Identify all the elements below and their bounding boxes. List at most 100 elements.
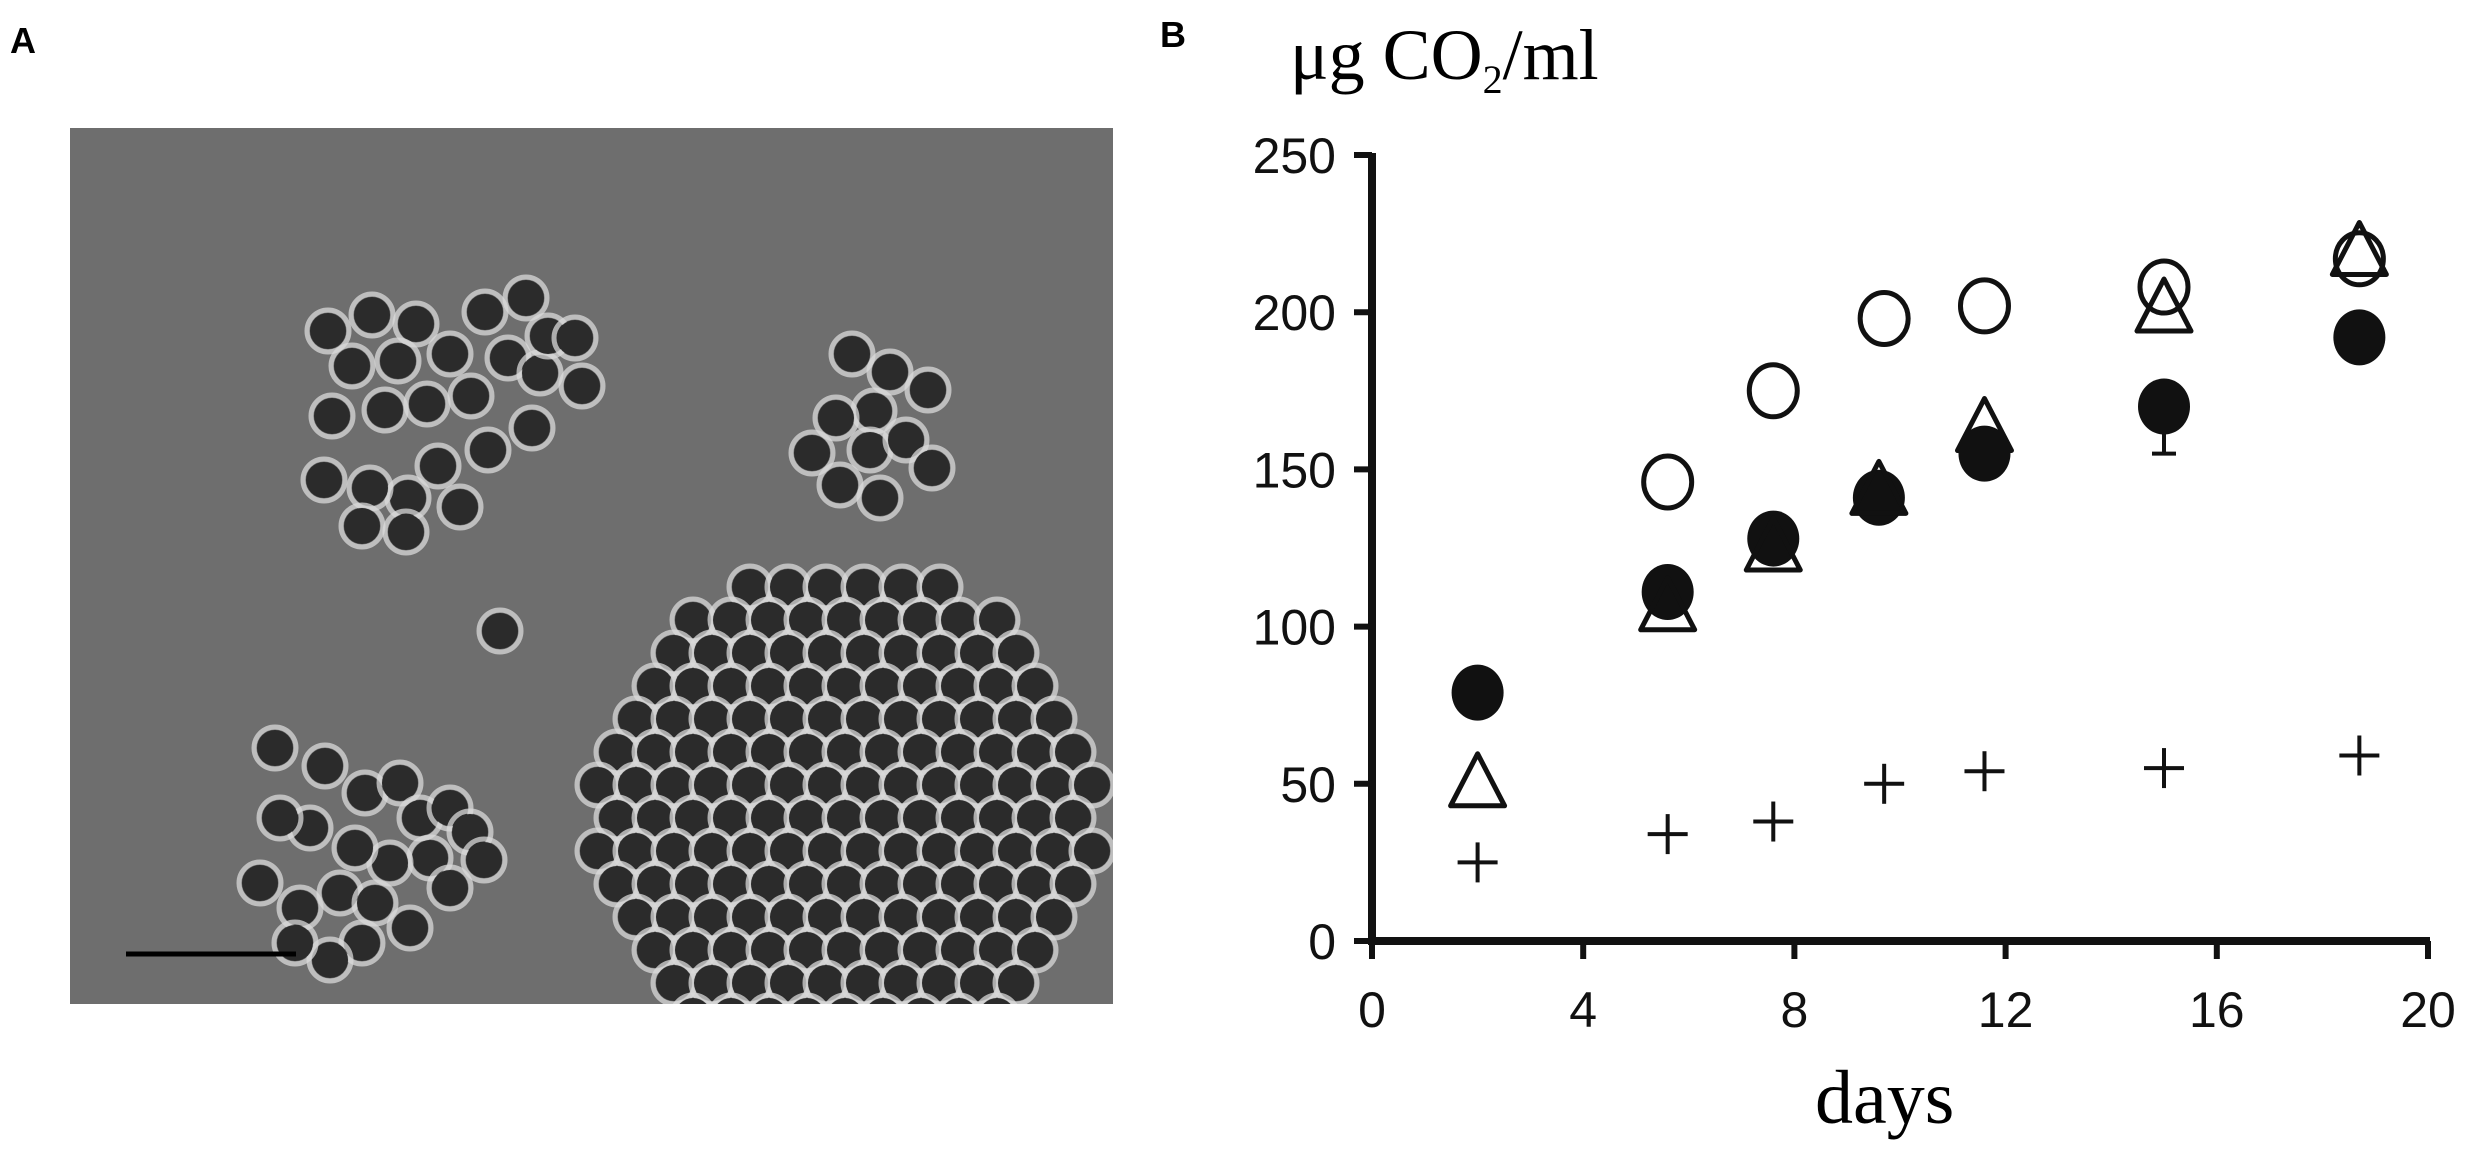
cell xyxy=(732,833,768,869)
cell xyxy=(282,890,318,926)
cell-halo xyxy=(328,342,376,390)
cell-halo xyxy=(304,307,352,355)
cell xyxy=(884,635,920,671)
cell xyxy=(884,833,920,869)
cell xyxy=(808,701,844,737)
cell-halo xyxy=(846,426,894,474)
cell xyxy=(941,866,977,902)
cell xyxy=(732,569,768,605)
cell xyxy=(322,875,358,911)
cell xyxy=(637,932,673,968)
cell xyxy=(1017,668,1053,704)
cell xyxy=(794,435,830,471)
data-point-open-circle xyxy=(1746,362,1800,420)
cell xyxy=(770,701,806,737)
cell xyxy=(713,734,749,770)
cell-halo xyxy=(882,416,930,464)
cell xyxy=(960,965,996,1001)
cell-halo xyxy=(812,394,860,442)
cell xyxy=(337,830,373,866)
cell-halo xyxy=(251,724,299,772)
y-tick-label: 150 xyxy=(1253,442,1336,498)
cell xyxy=(1036,701,1072,737)
x-axis-label: days xyxy=(1815,1056,1955,1140)
data-point-filled-circle xyxy=(2333,309,2386,366)
cell-halo xyxy=(271,919,319,967)
cell xyxy=(922,833,958,869)
cell xyxy=(470,432,506,468)
data-point-filled-circle xyxy=(1747,510,1800,567)
cell xyxy=(675,602,711,638)
cell-halo xyxy=(558,362,606,410)
cell-halo xyxy=(300,456,348,504)
cell xyxy=(862,480,898,516)
cell xyxy=(922,569,958,605)
cell-halo xyxy=(502,274,550,322)
cell xyxy=(884,965,920,1001)
cell xyxy=(656,635,692,671)
cell xyxy=(856,393,892,429)
cell xyxy=(770,569,806,605)
cell xyxy=(922,965,958,1001)
y-axis-label: μg CO2/ml xyxy=(1290,14,1599,103)
cell xyxy=(392,910,428,946)
cell xyxy=(903,866,939,902)
cell-halo xyxy=(414,442,462,490)
cell-halo xyxy=(392,300,440,348)
cell xyxy=(751,932,787,968)
cell xyxy=(713,602,749,638)
data-point-filled-circle xyxy=(1958,425,2011,482)
cell xyxy=(367,392,403,428)
cell xyxy=(998,767,1034,803)
cell xyxy=(564,368,600,404)
y-tick-label: 0 xyxy=(1308,914,1336,970)
cell-halo xyxy=(447,372,495,420)
cell xyxy=(827,800,863,836)
cell xyxy=(675,932,711,968)
cell xyxy=(808,635,844,671)
cell xyxy=(420,448,456,484)
cell xyxy=(1055,800,1091,836)
cell xyxy=(922,899,958,935)
y-tick-label: 50 xyxy=(1280,757,1336,813)
cell xyxy=(312,942,348,978)
cell xyxy=(789,932,825,968)
cell xyxy=(694,767,730,803)
cell xyxy=(388,514,424,550)
cell-halo xyxy=(331,824,379,872)
x-tick-label: 16 xyxy=(2189,982,2245,1038)
cell xyxy=(941,602,977,638)
cell xyxy=(872,354,908,390)
cell xyxy=(618,767,654,803)
micrograph-cells xyxy=(126,274,1116,1073)
cell xyxy=(827,734,863,770)
cell xyxy=(846,767,882,803)
data-point-open-circle xyxy=(2332,230,2386,288)
cell xyxy=(903,734,939,770)
cell xyxy=(808,899,844,935)
cell xyxy=(914,450,950,486)
cell xyxy=(865,668,901,704)
cell xyxy=(466,842,502,878)
cell xyxy=(599,800,635,836)
cell xyxy=(979,602,1015,638)
cell xyxy=(888,422,924,458)
cell xyxy=(352,470,388,506)
cell xyxy=(903,668,939,704)
panel-label-a: A xyxy=(10,20,36,61)
cell xyxy=(656,767,692,803)
cell-halo xyxy=(301,742,349,790)
cell xyxy=(508,280,544,316)
y-tick-label: 200 xyxy=(1253,285,1336,341)
cell xyxy=(827,668,863,704)
cell xyxy=(637,866,673,902)
cell-halo xyxy=(403,380,451,428)
cell xyxy=(694,701,730,737)
cell-halo xyxy=(386,904,434,952)
cell xyxy=(382,765,418,801)
cell xyxy=(694,635,730,671)
cell xyxy=(808,965,844,1001)
cell xyxy=(846,635,882,671)
cell-halo xyxy=(476,607,524,655)
cell xyxy=(732,899,768,935)
